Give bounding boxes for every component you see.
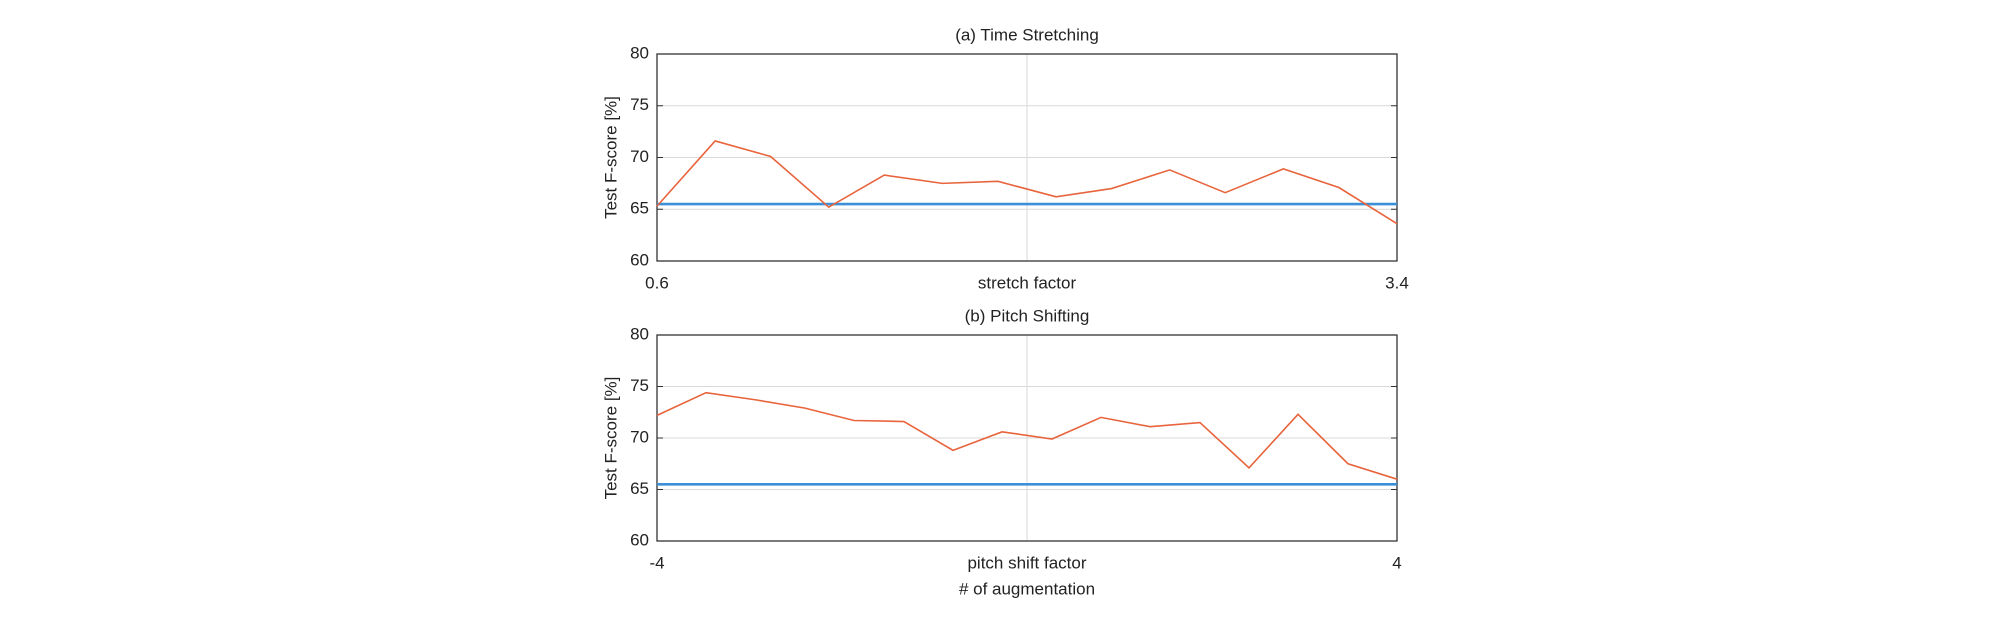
y-tick-label: 60: [630, 530, 649, 549]
y-tick-label: 65: [630, 479, 649, 498]
x-tick-label: 0.6: [645, 273, 669, 292]
y-axis-label: Test F-score [%]: [601, 96, 620, 219]
y-tick-label: 60: [630, 250, 649, 269]
y-tick-label: 70: [630, 147, 649, 166]
y-axis-label: Test F-score [%]: [601, 377, 620, 500]
y-tick-label: 65: [630, 199, 649, 218]
x-axis-label: stretch factor: [978, 273, 1077, 292]
y-tick-label: 70: [630, 427, 649, 446]
y-tick-label: 80: [630, 324, 649, 343]
data-line: [656, 140, 1398, 225]
x-tick-label: 3.4: [1385, 273, 1409, 292]
caption: # of augmentation: [959, 579, 1095, 598]
data-line: [656, 391, 1398, 480]
chart-title: (b) Pitch Shifting: [965, 306, 1090, 325]
y-tick-label: 80: [630, 43, 649, 62]
axes-box: [656, 53, 1398, 262]
y-tick-label: 75: [630, 376, 649, 395]
x-tick-label: -4: [649, 553, 664, 572]
x-axis-label: pitch shift factor: [967, 553, 1086, 572]
chart-title: (a) Time Stretching: [955, 25, 1099, 44]
x-tick-label: 4: [1392, 553, 1401, 572]
axes-box: [656, 334, 1398, 542]
y-tick-label: 75: [630, 95, 649, 114]
